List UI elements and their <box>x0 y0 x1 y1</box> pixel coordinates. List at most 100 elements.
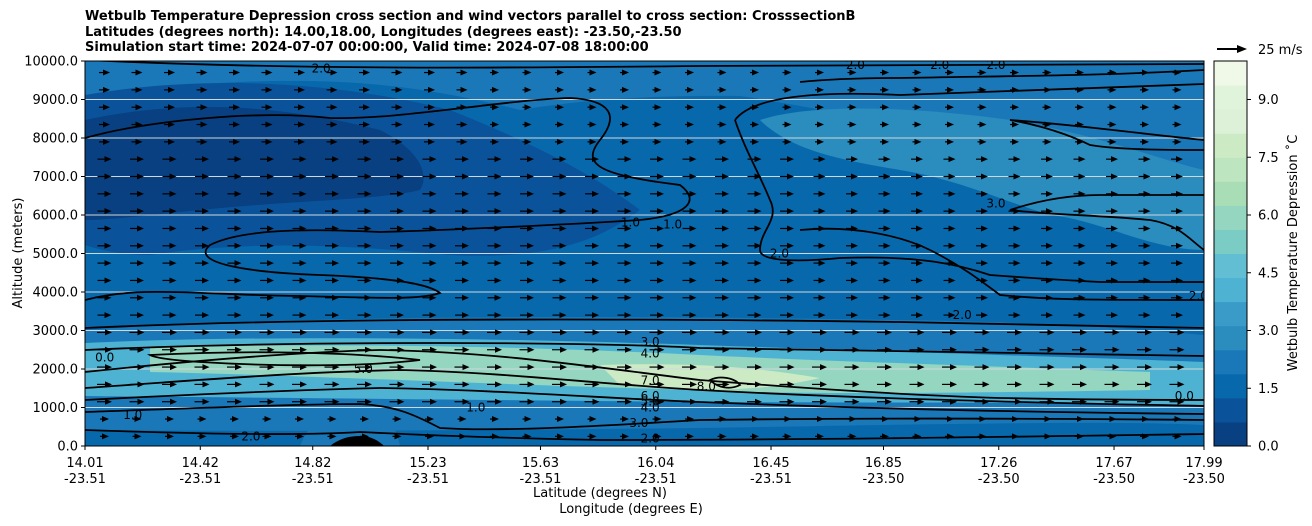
wind-arrow <box>1104 364 1120 371</box>
wind-arrow <box>911 260 923 267</box>
wind-arrow <box>1010 69 1019 76</box>
wind-arrow <box>1041 225 1053 232</box>
wind-arrow <box>682 329 697 336</box>
wind-arrow-head <box>460 121 468 128</box>
wind-arrow-head <box>429 156 437 163</box>
wind-arrow <box>227 225 242 232</box>
wind-arrow-head <box>589 121 597 128</box>
wind-arrow-head <box>559 242 567 249</box>
wind-arrow-head <box>882 416 889 423</box>
wind-arrow-head <box>395 69 403 76</box>
wind-arrow-head <box>202 242 209 249</box>
y-axis-label: Altitude (meters) <box>11 198 26 309</box>
wind-arrow <box>164 104 175 111</box>
contour-label: 2.0 <box>953 308 972 322</box>
wind-arrow-head <box>979 416 987 423</box>
wind-arrow <box>912 69 922 76</box>
wind-arrow-head <box>1080 398 1087 405</box>
wind-arrow <box>227 190 242 197</box>
wind-arrow <box>912 121 922 128</box>
wind-arrow <box>877 398 892 405</box>
wind-arrow-head <box>560 346 567 353</box>
wind-arrow-head <box>1046 190 1053 197</box>
wind-arrow-head <box>397 277 404 284</box>
wind-arrow-head <box>948 312 956 319</box>
wind-arrow-head <box>105 398 112 405</box>
wind-arrow-head <box>690 398 697 405</box>
wind-arrow-head <box>722 190 729 197</box>
wind-arrow-head <box>559 156 567 163</box>
wind-arrow-head <box>657 208 664 215</box>
wind-arrow-head <box>267 294 274 301</box>
wind-arrow-head <box>1111 312 1118 319</box>
wind-arrow <box>717 121 727 128</box>
wind-arrow <box>292 329 307 336</box>
wind-arrow-head <box>462 156 469 163</box>
wind-arrow <box>487 190 502 197</box>
wind-arrow-head <box>494 277 502 284</box>
wind-arrow <box>780 294 794 301</box>
wind-arrow-head <box>981 294 988 301</box>
wind-arrow <box>1172 69 1182 76</box>
wind-arrow-head <box>657 346 665 353</box>
y-tick-label: 10000.0 <box>24 55 78 70</box>
wind-arrow <box>717 104 727 111</box>
wind-arrow <box>1007 381 1022 388</box>
contour-line <box>85 387 1204 415</box>
wind-arrow-head <box>332 208 339 215</box>
wind-arrow <box>261 104 273 111</box>
wind-arrow-head <box>981 225 988 232</box>
wind-arrow-head <box>104 225 112 232</box>
wind-arrow <box>487 381 502 388</box>
wind-arrow <box>490 86 499 93</box>
wind-arrow <box>260 208 274 215</box>
wind-arrow-head <box>622 69 629 76</box>
wind-arrow-head <box>1047 364 1055 371</box>
wind-arrow <box>617 208 632 215</box>
wind-arrow <box>945 138 954 145</box>
wind-arrow <box>617 173 632 180</box>
wind-arrow <box>97 242 112 249</box>
wind-arrow <box>782 69 792 76</box>
wind-arrow <box>1169 364 1185 371</box>
wind-arrow-head <box>235 364 242 371</box>
wind-arrow-head <box>200 138 208 145</box>
wind-arrow-head <box>981 208 988 215</box>
wind-arrow <box>617 294 632 301</box>
wind-arrow <box>847 121 857 128</box>
wind-arrow <box>1169 398 1185 405</box>
wind-arrow-head <box>719 138 727 145</box>
wind-arrow <box>294 138 305 145</box>
wind-arrow <box>195 277 209 284</box>
wind-arrow <box>617 156 632 163</box>
fill-terrain <box>330 436 384 446</box>
wind-arrow-head <box>1143 312 1151 319</box>
wind-arrow-head <box>947 433 954 440</box>
wind-arrow-head <box>299 242 307 249</box>
wind-arrow-head <box>722 364 730 371</box>
wind-arrow-head <box>1143 190 1151 197</box>
wind-arrow <box>357 173 372 180</box>
wind-arrow <box>1138 173 1151 180</box>
wind-arrow <box>359 86 370 93</box>
wind-arrow-head <box>818 242 826 249</box>
wind-arrow-head <box>1077 121 1084 128</box>
wind-arrow <box>584 381 600 388</box>
wind-arrow <box>424 104 435 111</box>
wind-arrow <box>1172 121 1182 128</box>
wind-arrow <box>585 225 599 232</box>
wind-arrow <box>1107 433 1117 440</box>
wind-arrow-head <box>1176 260 1183 267</box>
wind-arrow-head <box>134 416 142 423</box>
wind-arrow-head <box>267 225 274 232</box>
wind-arrow-head <box>1015 329 1022 336</box>
wind-arrow <box>555 86 564 93</box>
wind-arrow-head <box>657 190 664 197</box>
wind-arrow <box>750 433 759 440</box>
wind-arrow <box>844 381 860 388</box>
colorbar-segment <box>1214 205 1247 230</box>
wind-arrow <box>747 260 762 267</box>
wind-arrow-head <box>494 242 502 249</box>
wind-arrow <box>912 104 922 111</box>
wind-arrow <box>977 121 987 128</box>
